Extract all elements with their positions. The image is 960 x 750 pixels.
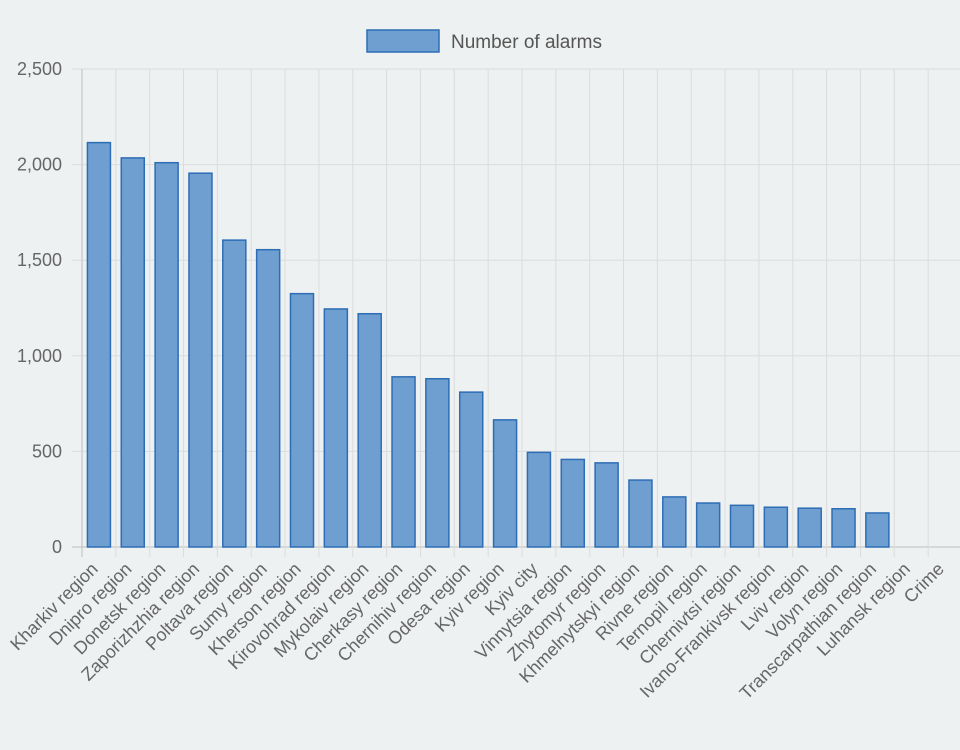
y-tick-label: 0 [52,537,62,557]
y-tick-label: 1,000 [17,346,62,366]
bar[interactable] [729,504,755,548]
bar[interactable] [695,502,721,548]
bar[interactable] [492,419,518,548]
y-tick-label: 500 [32,441,62,461]
bar[interactable] [458,391,484,548]
bar[interactable] [763,506,789,548]
bar[interactable] [188,172,213,548]
bar[interactable] [222,239,247,548]
bar[interactable] [154,161,179,548]
bars [86,141,890,548]
bar[interactable] [865,512,890,548]
y-tick-label: 2,500 [17,59,62,79]
bar[interactable] [357,312,382,548]
y-axis-ticks: 0 500 1,000 1,500 2,000 2,500 [17,59,62,557]
legend-label: Number of alarms [451,32,602,53]
bar[interactable] [391,376,416,548]
bar[interactable] [86,141,112,548]
legend[interactable]: Number of alarms [366,29,602,53]
bar[interactable] [526,451,552,548]
grid [72,68,960,557]
bar[interactable] [831,508,856,548]
bar[interactable] [628,479,653,548]
legend-swatch [366,29,440,53]
bar[interactable] [289,292,315,548]
y-tick-label: 2,000 [17,155,62,175]
bar[interactable] [797,507,822,548]
y-tick-label: 1,500 [17,250,62,270]
bar[interactable] [120,157,146,548]
bar[interactable] [594,462,619,548]
bar[interactable] [323,308,349,548]
bar[interactable] [560,458,586,548]
bar[interactable] [425,377,450,548]
bar[interactable] [255,248,281,548]
bar[interactable] [662,496,687,548]
